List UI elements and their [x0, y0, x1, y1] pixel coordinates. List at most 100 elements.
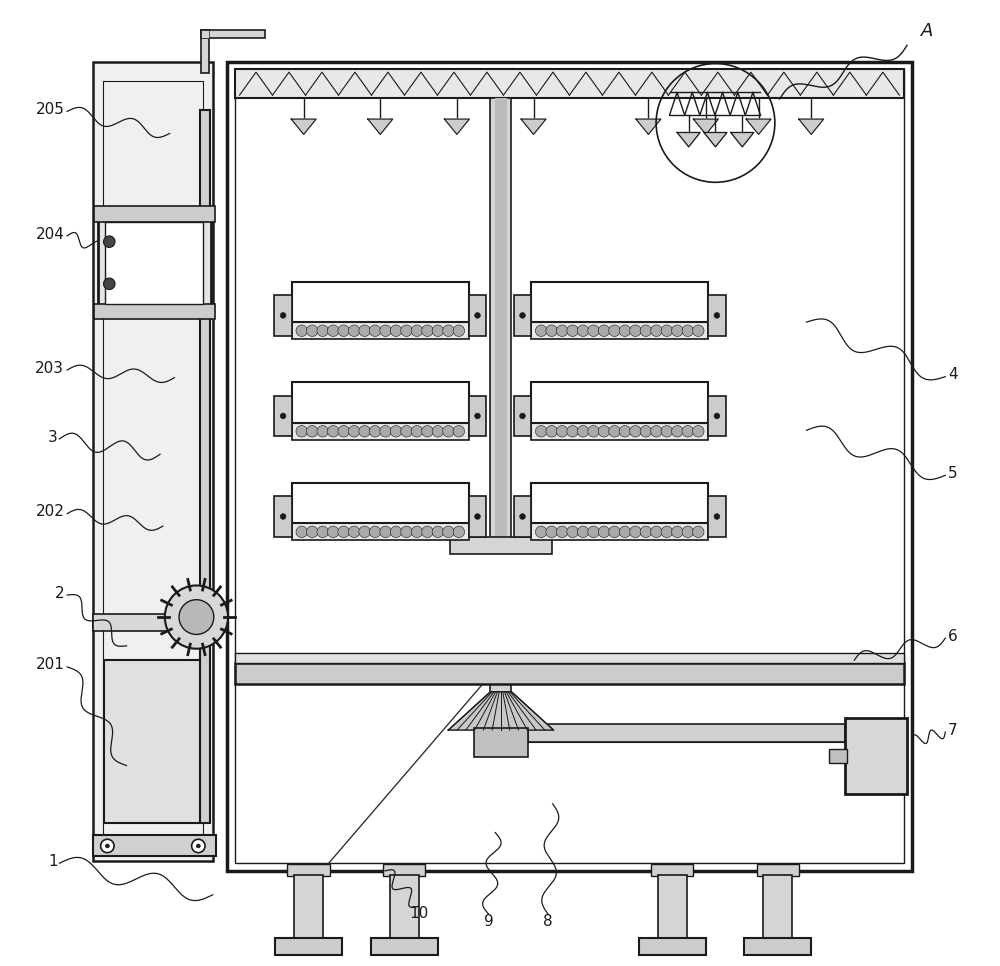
Circle shape — [672, 426, 683, 437]
Circle shape — [401, 325, 412, 336]
Circle shape — [672, 526, 683, 538]
Polygon shape — [704, 132, 727, 147]
Circle shape — [588, 325, 599, 336]
Bar — [708, 396, 726, 436]
Bar — [103, 81, 203, 852]
Circle shape — [196, 844, 200, 848]
Bar — [744, 938, 811, 955]
Circle shape — [443, 325, 454, 336]
Circle shape — [651, 325, 662, 336]
Circle shape — [348, 325, 360, 336]
Circle shape — [577, 526, 589, 538]
Circle shape — [682, 325, 694, 336]
Bar — [274, 396, 292, 436]
Bar — [93, 62, 213, 862]
Circle shape — [453, 325, 465, 336]
Circle shape — [306, 426, 318, 437]
Circle shape — [369, 325, 381, 336]
Bar — [514, 396, 531, 436]
Bar — [200, 109, 210, 823]
Circle shape — [588, 526, 599, 538]
Text: 203: 203 — [35, 360, 64, 376]
Text: 8: 8 — [543, 914, 553, 929]
Circle shape — [338, 526, 349, 538]
Circle shape — [661, 426, 673, 437]
Circle shape — [714, 313, 720, 318]
Text: 10: 10 — [409, 906, 428, 922]
Bar — [528, 724, 845, 742]
Circle shape — [598, 426, 610, 437]
Polygon shape — [291, 119, 316, 134]
Circle shape — [422, 426, 433, 437]
Circle shape — [567, 325, 578, 336]
Circle shape — [306, 325, 318, 336]
Bar — [514, 497, 531, 537]
Circle shape — [306, 526, 318, 538]
Circle shape — [682, 526, 694, 538]
Circle shape — [577, 426, 589, 437]
Polygon shape — [799, 119, 824, 134]
Bar — [531, 483, 708, 524]
Circle shape — [104, 236, 115, 247]
Bar — [94, 304, 215, 319]
Text: 4: 4 — [948, 367, 958, 383]
Bar — [105, 221, 203, 304]
Bar — [292, 383, 469, 423]
Circle shape — [369, 426, 381, 437]
Circle shape — [179, 600, 214, 635]
Bar — [639, 938, 706, 955]
Bar — [104, 660, 200, 823]
Polygon shape — [368, 119, 393, 134]
Circle shape — [598, 325, 610, 336]
Circle shape — [359, 526, 370, 538]
Bar — [292, 282, 469, 322]
Circle shape — [567, 526, 578, 538]
Bar — [235, 663, 904, 684]
Bar — [274, 296, 292, 335]
Bar — [531, 282, 708, 322]
Circle shape — [546, 426, 557, 437]
Polygon shape — [693, 119, 718, 134]
Circle shape — [317, 325, 328, 336]
Circle shape — [453, 526, 465, 538]
Bar — [292, 423, 469, 440]
Circle shape — [280, 313, 286, 318]
Circle shape — [556, 526, 568, 538]
Text: 204: 204 — [35, 226, 64, 242]
Circle shape — [693, 426, 704, 437]
Circle shape — [369, 526, 381, 538]
Circle shape — [432, 325, 444, 336]
Polygon shape — [448, 692, 554, 730]
Bar — [292, 524, 469, 540]
Bar — [708, 497, 726, 537]
Circle shape — [296, 426, 307, 437]
Bar — [514, 296, 531, 335]
Circle shape — [101, 839, 114, 853]
Text: A: A — [921, 21, 934, 40]
Circle shape — [609, 526, 620, 538]
Circle shape — [619, 426, 631, 437]
Bar — [450, 536, 552, 554]
Circle shape — [380, 325, 391, 336]
Circle shape — [693, 325, 704, 336]
Bar — [201, 30, 209, 73]
Polygon shape — [636, 119, 661, 134]
Bar — [495, 98, 507, 549]
Bar — [371, 938, 438, 955]
Bar — [93, 614, 216, 632]
Polygon shape — [444, 119, 469, 134]
Circle shape — [475, 313, 480, 318]
Circle shape — [104, 278, 115, 290]
Circle shape — [443, 426, 454, 437]
Bar — [531, 322, 708, 339]
Bar — [474, 728, 528, 757]
Circle shape — [390, 426, 402, 437]
Circle shape — [661, 526, 673, 538]
Bar — [274, 497, 292, 537]
Circle shape — [280, 514, 286, 520]
Circle shape — [546, 325, 557, 336]
Circle shape — [475, 514, 480, 520]
Circle shape — [630, 526, 641, 538]
Circle shape — [640, 325, 652, 336]
Circle shape — [651, 426, 662, 437]
